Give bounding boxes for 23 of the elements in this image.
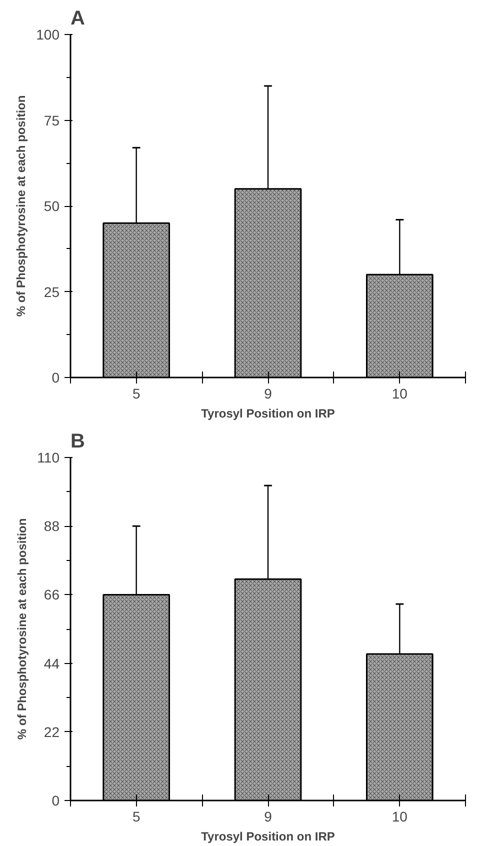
- chart-title: A: [70, 8, 85, 30]
- y-tick-label: 110: [37, 450, 60, 466]
- y-tick-label: 25: [44, 284, 60, 300]
- y-tick-label: 75: [44, 112, 60, 128]
- x-tick-label: 5: [132, 808, 140, 824]
- x-tick-label: 10: [392, 386, 408, 402]
- y-tick-label: 88: [44, 518, 60, 534]
- y-tick-label: 0: [52, 792, 60, 808]
- x-axis-title: Tyrosyl Position on IRP: [201, 830, 335, 844]
- y-tick-label: 0: [52, 370, 60, 386]
- y-tick-label: 50: [44, 198, 60, 214]
- y-tick-label: 66: [44, 586, 60, 603]
- x-tick-label: 9: [264, 808, 272, 824]
- y-axis-title: % of Phosphotyrosine at each position: [14, 95, 28, 317]
- y-tick-label: 44: [44, 655, 60, 672]
- y-axis-title: % of Phosphotyrosine at each position: [15, 518, 30, 740]
- x-axis-title: Tyrosyl Position on IRP: [201, 406, 335, 420]
- y-tick-label: 22: [44, 724, 60, 740]
- x-tick-label: 9: [264, 386, 272, 402]
- chart-title: B: [70, 430, 85, 452]
- y-tick-label: 100: [36, 26, 60, 42]
- x-tick-label: 5: [132, 386, 140, 402]
- x-tick-label: 10: [392, 808, 408, 824]
